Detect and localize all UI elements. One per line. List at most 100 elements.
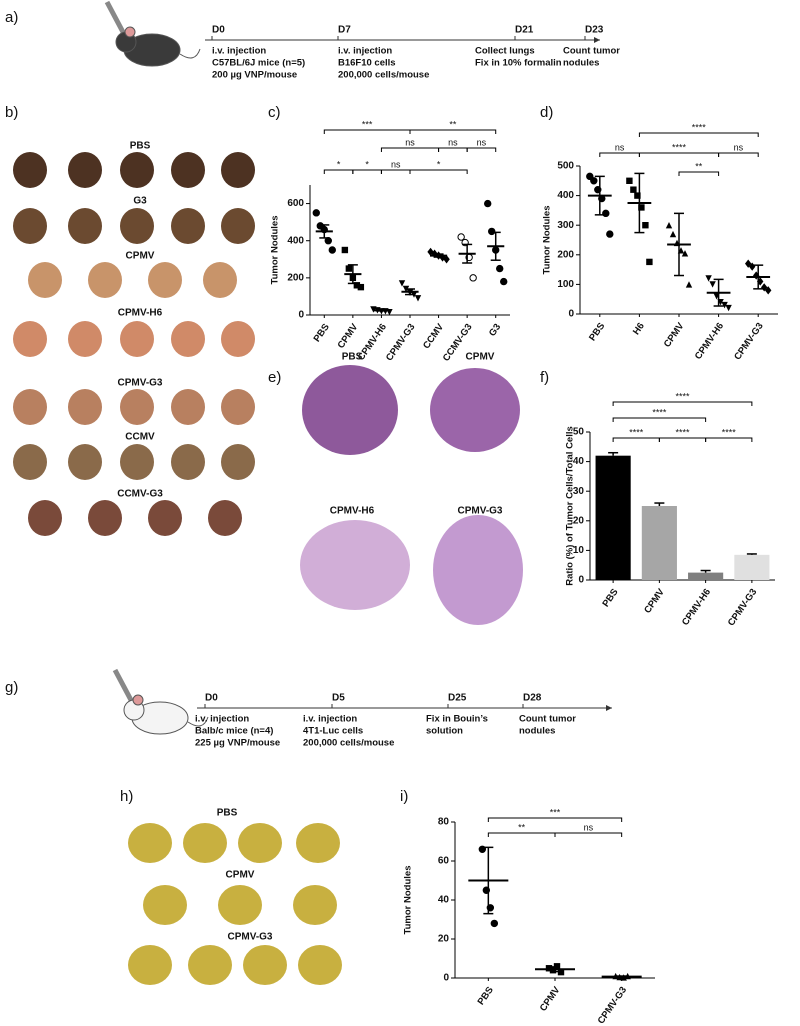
data-point: [414, 295, 422, 302]
significance-label: ***: [550, 807, 561, 817]
day-label: D25: [448, 693, 467, 704]
panel-label: c): [268, 104, 281, 121]
significance-label: ns: [405, 137, 415, 147]
significance-bracket: [612, 437, 660, 442]
day-note: Count tumor: [519, 714, 576, 725]
data-point: [765, 286, 772, 295]
x-tick-label: CPMV: [642, 586, 667, 615]
y-tick-label: 0: [298, 310, 304, 321]
data-point: [745, 259, 752, 268]
lung-photo: [128, 823, 172, 863]
day-label: D0: [205, 693, 218, 704]
data-point: [443, 255, 450, 264]
data-point: [642, 222, 649, 229]
data-point: [761, 283, 768, 292]
y-tick-label: 10: [573, 545, 585, 556]
y-tick-label: 80: [438, 817, 450, 828]
histology-photo: [302, 365, 398, 455]
significance-bracket: [554, 832, 623, 837]
y-tick-label: 0: [578, 575, 584, 586]
syringe: [112, 668, 135, 704]
data-point: [557, 968, 565, 976]
bar: [641, 506, 677, 580]
significance-label: *: [337, 159, 341, 169]
y-tick-label: 600: [287, 198, 304, 209]
photo-label: CPMV-H6: [118, 308, 163, 319]
significance-label: ns: [584, 822, 594, 832]
data-point: [345, 265, 353, 272]
x-tick-label: CPMV: [336, 321, 361, 350]
timeline-arrow: [606, 705, 612, 711]
day-note: 200,000 cells/mouse: [338, 70, 429, 81]
y-tick-label: 20: [573, 515, 585, 526]
significance-label: **: [695, 161, 703, 171]
y-tick-label: 30: [573, 486, 585, 497]
significance-bracket: [487, 817, 623, 822]
lung-photo: [13, 444, 47, 480]
x-tick-label: CPMV-H6: [693, 321, 726, 362]
day-note: solution: [426, 726, 463, 737]
x-tick-label: CPMV: [662, 320, 687, 349]
lung-photo: [221, 152, 255, 188]
panel-label: d): [540, 104, 553, 121]
panel-label: b): [5, 104, 18, 121]
data-point: [665, 222, 673, 229]
significance-bracket: [323, 129, 411, 134]
data-point: [590, 177, 598, 185]
day-note: 4T1-Luc cells: [303, 726, 363, 737]
x-tick-label: CPMV-G3: [732, 321, 766, 362]
photo-label: PBS: [342, 352, 363, 363]
significance-bracket: [487, 832, 556, 837]
lung-photo: [88, 262, 122, 298]
y-tick-label: 0: [443, 973, 449, 984]
data-point: [500, 277, 508, 286]
x-tick-label: H6: [631, 321, 647, 337]
day-note: i.v. injection: [338, 46, 392, 57]
significance-bracket: [718, 152, 759, 157]
data-point: [602, 209, 610, 218]
y-tick-label: 0: [568, 309, 574, 320]
x-tick-label: CPMV: [538, 984, 563, 1013]
lung-photo: [13, 152, 47, 188]
lung-photo: [221, 389, 255, 425]
photo-label: CPMV-H6: [330, 506, 375, 517]
lung-photo: [13, 321, 47, 357]
y-axis-label: Tumor Nodules: [542, 206, 553, 275]
significance-bracket: [466, 147, 497, 152]
y-tick-label: 100: [557, 279, 574, 290]
data-point: [398, 280, 406, 287]
lung-photo: [68, 321, 102, 357]
y-axis-label: Ratio (%) of Tumor Cells/Total Cells: [565, 426, 576, 586]
lung-photo: [171, 152, 205, 188]
data-point: [705, 275, 712, 282]
y-tick-label: 20: [438, 934, 450, 945]
significance-bracket: [380, 147, 440, 152]
significance-label: ****: [692, 122, 707, 132]
panel-label: e): [268, 369, 281, 386]
significance-bracket: [380, 169, 411, 174]
data-point: [586, 172, 594, 181]
data-point: [709, 281, 716, 288]
significance-label: *: [365, 159, 369, 169]
timeline-arrow: [594, 37, 600, 43]
data-point: [753, 271, 760, 280]
mouse-tail: [187, 716, 209, 727]
data-point: [457, 233, 465, 241]
panel-label: f): [540, 369, 549, 386]
significance-bracket: [409, 129, 497, 134]
lung-photo: [28, 262, 62, 298]
day-note: i.v. injection: [195, 714, 249, 725]
data-point: [312, 209, 320, 217]
data-point: [469, 274, 477, 282]
data-point: [630, 186, 637, 193]
data-point: [685, 281, 693, 288]
significance-label: ns: [734, 142, 744, 152]
mouse-tail: [179, 48, 201, 59]
lung-photo: [68, 444, 102, 480]
significance-label: ns: [448, 137, 458, 147]
data-point: [757, 277, 764, 286]
significance-label: ns: [391, 159, 401, 169]
lung-photo: [120, 208, 154, 244]
y-tick-label: 400: [287, 235, 304, 246]
lung-photo: [28, 500, 62, 536]
